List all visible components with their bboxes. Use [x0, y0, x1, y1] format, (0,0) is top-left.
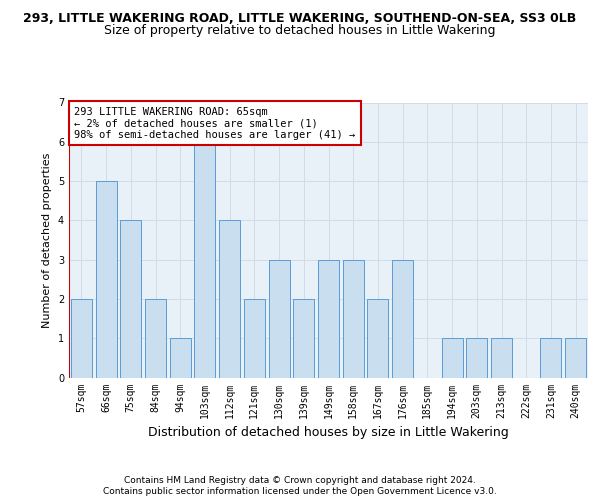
Bar: [71, 299, 92, 378]
Text: Size of property relative to detached houses in Little Wakering: Size of property relative to detached ho…: [104, 24, 496, 37]
Bar: [269, 260, 290, 378]
Bar: [95, 181, 116, 378]
Bar: [565, 338, 586, 378]
Bar: [170, 338, 191, 378]
Bar: [343, 260, 364, 378]
Bar: [244, 299, 265, 378]
Bar: [466, 338, 487, 378]
Bar: [541, 338, 562, 378]
Text: Contains public sector information licensed under the Open Government Licence v3: Contains public sector information licen…: [103, 488, 497, 496]
Bar: [293, 299, 314, 378]
Bar: [367, 299, 388, 378]
Bar: [442, 338, 463, 378]
Y-axis label: Number of detached properties: Number of detached properties: [43, 152, 52, 328]
Text: 293, LITTLE WAKERING ROAD, LITTLE WAKERING, SOUTHEND-ON-SEA, SS3 0LB: 293, LITTLE WAKERING ROAD, LITTLE WAKERI…: [23, 12, 577, 26]
Text: 293 LITTLE WAKERING ROAD: 65sqm
← 2% of detached houses are smaller (1)
98% of s: 293 LITTLE WAKERING ROAD: 65sqm ← 2% of …: [74, 106, 355, 140]
Bar: [219, 220, 240, 378]
Bar: [491, 338, 512, 378]
Text: Contains HM Land Registry data © Crown copyright and database right 2024.: Contains HM Land Registry data © Crown c…: [124, 476, 476, 485]
X-axis label: Distribution of detached houses by size in Little Wakering: Distribution of detached houses by size …: [148, 426, 509, 439]
Bar: [392, 260, 413, 378]
Bar: [145, 299, 166, 378]
Bar: [120, 220, 141, 378]
Bar: [318, 260, 339, 378]
Bar: [194, 142, 215, 378]
